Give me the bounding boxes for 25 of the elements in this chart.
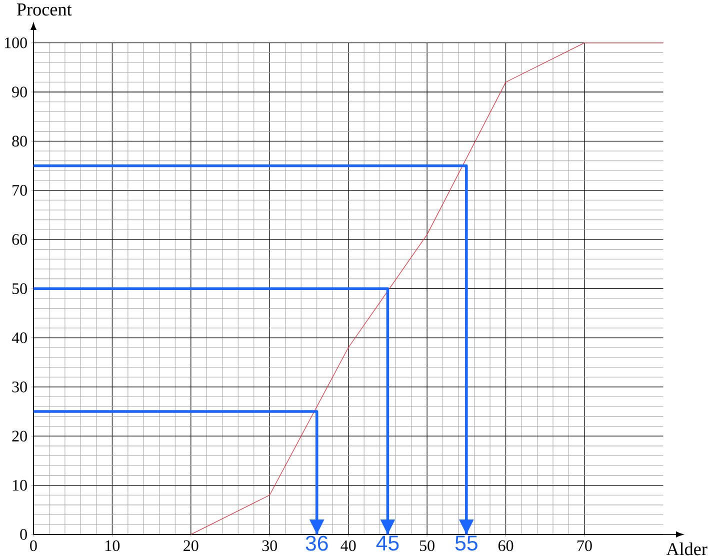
annotation: 55 bbox=[455, 536, 478, 551]
x-tick-label: 20 bbox=[184, 540, 198, 552]
y-tick-label: 60 bbox=[12, 234, 27, 245]
y-tick-label: 80 bbox=[12, 136, 27, 147]
y-tick-label: 20 bbox=[12, 430, 27, 442]
x-tick-label: 40 bbox=[340, 540, 356, 552]
x-tick-label: 10 bbox=[106, 540, 120, 552]
annotation: 45 bbox=[376, 536, 399, 551]
x-tick-label: 0 bbox=[30, 540, 37, 552]
y-tick-label: 40 bbox=[12, 332, 27, 344]
line-series bbox=[190, 42, 664, 535]
y-tick-label: 100 bbox=[4, 38, 27, 48]
y-tick-label: 0 bbox=[20, 529, 27, 540]
x-axis-title: Alder bbox=[666, 542, 708, 556]
y-axis-title: Procent bbox=[16, 4, 72, 16]
annotation: 36 bbox=[306, 536, 328, 551]
y-tick-label: 10 bbox=[12, 480, 27, 491]
x-tick-label: 30 bbox=[262, 540, 278, 552]
x-tick-label: 50 bbox=[420, 540, 434, 552]
x-tick-label: 70 bbox=[578, 540, 592, 552]
y-tick-label: 30 bbox=[12, 382, 27, 392]
y-tick-label: 70 bbox=[12, 185, 27, 196]
x-tick-label: 60 bbox=[498, 540, 514, 552]
y-tick-label: 50 bbox=[12, 283, 27, 294]
y-tick-label: 90 bbox=[12, 86, 27, 98]
